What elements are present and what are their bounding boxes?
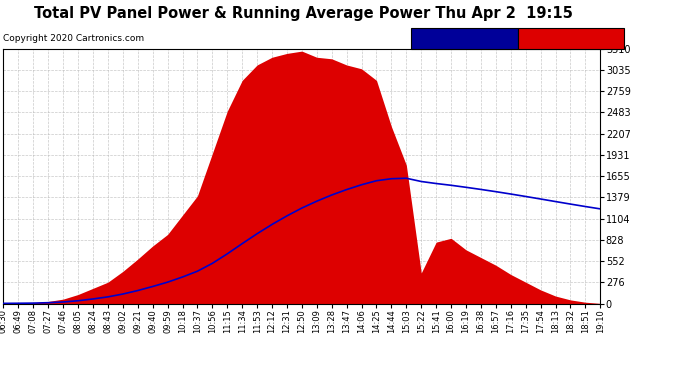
Text: Copyright 2020 Cartronics.com: Copyright 2020 Cartronics.com [3,34,145,43]
Text: PV Panels  (DC Watts): PV Panels (DC Watts) [515,34,627,43]
Text: Average  (DC Watts): Average (DC Watts) [413,34,515,43]
Text: Total PV Panel Power & Running Average Power Thu Apr 2  19:15: Total PV Panel Power & Running Average P… [34,6,573,21]
